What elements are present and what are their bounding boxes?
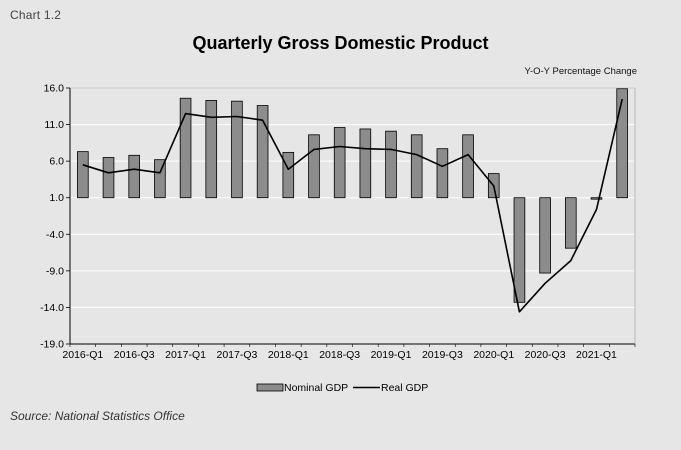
x-tick-label: 2020-Q3 xyxy=(525,349,566,361)
y-tick-label: -9.0 xyxy=(46,265,64,277)
legend-label-nominal-gdp: Nominal GDP xyxy=(284,382,348,394)
bar-nominal-gdp xyxy=(385,130,397,199)
line-real-gdp xyxy=(82,98,623,313)
bar-nominal-gdp xyxy=(231,100,243,199)
x-tick-label: 2019-Q3 xyxy=(422,349,463,361)
bar-nominal-gdp xyxy=(308,134,320,199)
legend: Nominal GDP Real GDP xyxy=(256,382,428,394)
bar-nominal-gdp xyxy=(590,197,603,200)
x-tick-label: 2016-Q1 xyxy=(62,349,103,361)
bar-nominal-gdp xyxy=(616,88,628,199)
x-tick-label: 2016-Q3 xyxy=(114,349,155,361)
x-tick-label: 2017-Q1 xyxy=(165,349,206,361)
y-tick-label: 1.0 xyxy=(49,192,64,204)
x-tick-label: 2018-Q3 xyxy=(319,349,360,361)
y-tick-label: -19.0 xyxy=(40,339,64,351)
y-tick-label: 16.0 xyxy=(44,83,65,95)
x-tick-label: 2021-Q1 xyxy=(576,349,617,361)
bar-nominal-gdp xyxy=(179,97,192,199)
bar-nominal-gdp xyxy=(282,151,295,199)
bar-nominal-gdp xyxy=(77,151,89,199)
real-gdp-line xyxy=(82,98,623,313)
chart-number-label: Chart 1.2 xyxy=(10,8,62,22)
bar-nominal-gdp xyxy=(410,134,423,199)
bar-nominal-gdp xyxy=(462,134,474,199)
bar-nominal-gdp xyxy=(154,159,166,199)
y-tick-label: -14.0 xyxy=(40,302,64,314)
legend-swatch-nominal-gdp xyxy=(256,383,284,392)
y-tick-label: 6.0 xyxy=(49,156,64,168)
y-tick-label: 11.0 xyxy=(44,119,64,131)
y-tick-label: -4.0 xyxy=(46,229,64,241)
x-tick-label: 2017-Q3 xyxy=(216,349,257,361)
unit-label: Y-O-Y Percentage Change xyxy=(524,66,638,77)
bar-nominal-gdp xyxy=(128,154,140,199)
bar-nominal-gdp xyxy=(256,105,269,199)
bar-nominal-gdp xyxy=(102,157,115,199)
x-tick-label: 2019-Q1 xyxy=(371,349,412,361)
bar-nominal-gdp xyxy=(436,148,449,199)
source-note: Source: National Statistics Office xyxy=(10,409,185,423)
bar-nominal-gdp xyxy=(565,197,577,249)
bar-nominal-gdp xyxy=(539,197,551,274)
nominal-gdp-bars xyxy=(77,88,628,303)
chart-title: Quarterly Gross Domestic Product xyxy=(192,33,489,53)
bar-nominal-gdp xyxy=(333,127,346,199)
bar-nominal-gdp xyxy=(205,100,218,199)
x-tick-label: 2020-Q1 xyxy=(473,349,514,361)
legend-label-real-gdp: Real GDP xyxy=(381,382,428,394)
bar-nominal-gdp xyxy=(513,197,526,303)
x-tick-label: 2018-Q1 xyxy=(268,349,309,361)
bar-nominal-gdp xyxy=(359,128,372,199)
